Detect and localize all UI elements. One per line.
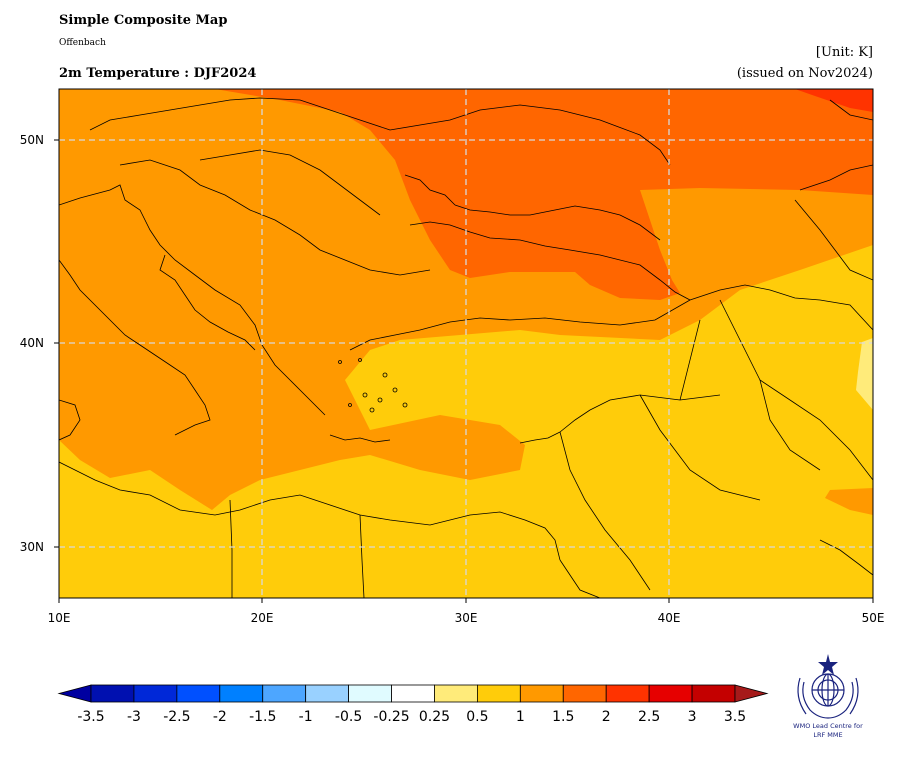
colorbar-swatch bbox=[476, 684, 521, 703]
colorbar-label: -2.5 bbox=[163, 709, 190, 725]
colorbar-label: 3 bbox=[688, 709, 697, 725]
map-title: Simple Composite Map bbox=[59, 13, 228, 28]
colorbar-label: 1 bbox=[516, 709, 525, 725]
islands bbox=[338, 358, 408, 413]
colorbar: -3.5 -3 -2.5 -2 -1.5 -1 -0.5 -0.25 0.25 0.5 1 1.5 2 2… bbox=[57, 684, 769, 725]
product-label: 2m Temperature : DJF2024 bbox=[59, 66, 257, 81]
colorbar-label: 2.5 bbox=[638, 709, 660, 725]
lon-tick-label: 30E bbox=[455, 611, 478, 625]
colorbar-swatch bbox=[176, 684, 221, 703]
colorbar-label: -1 bbox=[299, 709, 313, 725]
gridlines bbox=[59, 89, 873, 598]
logo-caption-line1: WMO Lead Centre for bbox=[793, 722, 863, 730]
wmo-logo-icon bbox=[797, 654, 859, 719]
region-1.5-2 bbox=[215, 89, 873, 300]
lon-tick-label: 50E bbox=[862, 611, 885, 625]
colorbar-label: 0.5 bbox=[466, 709, 488, 725]
colorbar-swatch bbox=[348, 684, 392, 703]
region-0.25-0.5 bbox=[856, 338, 873, 410]
colorbar-label: 2 bbox=[602, 709, 611, 725]
colorbar-under-arrow bbox=[57, 684, 92, 703]
lon-tick-label: 40E bbox=[658, 611, 681, 625]
colorbar-swatch bbox=[519, 684, 564, 703]
colorbar-label: -0.5 bbox=[335, 709, 362, 725]
colorbar-swatch bbox=[262, 684, 307, 703]
colorbar-label: 1.5 bbox=[552, 709, 574, 725]
lat-tick-label: 50N bbox=[20, 133, 44, 147]
colorbar-swatch bbox=[562, 684, 607, 703]
unit-label: [Unit: K] bbox=[815, 45, 873, 60]
colorbar-over-arrow bbox=[734, 684, 769, 703]
issued-label: (issued on Nov2024) bbox=[736, 66, 873, 81]
colorbar-label: -0.25 bbox=[373, 709, 409, 725]
lat-ticks: 50N 40N 30N bbox=[20, 133, 59, 554]
colorbar-swatch bbox=[605, 684, 650, 703]
colorbar-swatch bbox=[219, 684, 264, 703]
lat-tick-label: 40N bbox=[20, 336, 44, 350]
colorbar-label: 3.5 bbox=[724, 709, 746, 725]
lon-tick-label: 20E bbox=[251, 611, 274, 625]
logo-caption-line2: LRF MME bbox=[813, 731, 843, 739]
colorbar-label: -3 bbox=[127, 709, 141, 725]
colorbar-label: 0.25 bbox=[419, 709, 450, 725]
region-2-2.5 bbox=[795, 89, 873, 112]
colorbar-swatch bbox=[648, 684, 693, 703]
colorbar-swatch bbox=[133, 684, 178, 703]
colorbar-swatch bbox=[391, 684, 435, 703]
colorbar-swatch bbox=[691, 684, 736, 703]
map-subtitle: Offenbach bbox=[59, 38, 106, 48]
colorbar-label: -3.5 bbox=[77, 709, 104, 725]
coastlines bbox=[59, 97, 873, 598]
colorbar-swatch bbox=[90, 684, 135, 703]
lon-tick-label: 10E bbox=[48, 611, 71, 625]
region-1-1.5-south bbox=[825, 488, 873, 515]
colorbar-swatch bbox=[305, 684, 349, 703]
map-area bbox=[59, 89, 873, 598]
colorbar-swatch bbox=[434, 684, 478, 703]
colorbar-label: -2 bbox=[213, 709, 227, 725]
colorbar-label: -1.5 bbox=[249, 709, 276, 725]
lon-ticks: 10E 20E 30E 40E 50E bbox=[48, 598, 885, 625]
lat-tick-label: 30N bbox=[20, 540, 44, 554]
